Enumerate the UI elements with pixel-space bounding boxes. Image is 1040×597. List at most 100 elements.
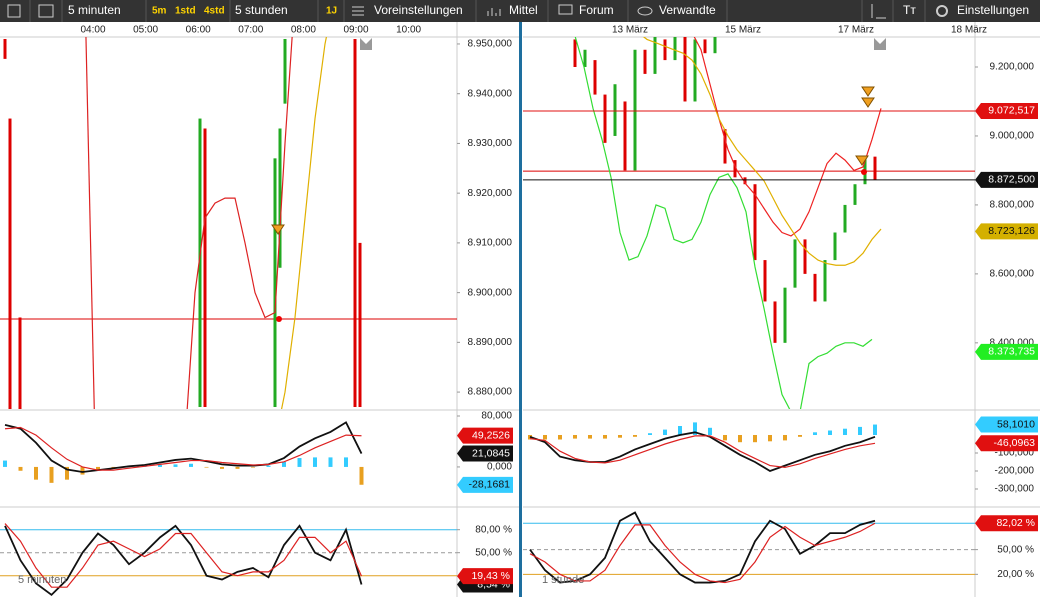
indicator-line (4, 421, 363, 473)
candle (763, 260, 767, 302)
y-tick-label: 8.600,000 (990, 269, 1035, 280)
preset[interactable]: 4std (204, 6, 225, 17)
y-tick-label: 8.930,000 (468, 138, 513, 149)
menu-item[interactable]: Mittel (509, 3, 538, 17)
indicator-line (280, 37, 328, 409)
indicator-icon (487, 8, 501, 16)
candle (633, 49, 637, 171)
menu-icon[interactable] (7, 4, 21, 18)
candle (273, 158, 277, 408)
price-tag-label: 58,1010 (997, 418, 1035, 430)
indicator-line (642, 37, 882, 266)
y-tick-label: 9.200,000 (990, 62, 1035, 73)
price-tag-label: 9.072,517 (988, 105, 1035, 117)
forum-icon (558, 4, 573, 15)
preset[interactable]: 1std (175, 6, 196, 17)
histogram-bar (65, 466, 69, 480)
histogram-bar (328, 457, 333, 467)
histogram-bar (235, 466, 240, 469)
histogram-bar (693, 422, 697, 436)
signal-arrow (861, 97, 875, 108)
price-tag-label: 19,43 % (471, 570, 510, 582)
layout-icon[interactable] (38, 4, 54, 18)
candle (673, 37, 677, 61)
candle (18, 317, 22, 409)
histogram-bar (49, 466, 54, 483)
candle (603, 94, 607, 143)
right-macd-plot (528, 422, 877, 472)
signal-arrow (855, 155, 869, 166)
candle (733, 160, 737, 178)
price-tag (457, 568, 513, 585)
candle (743, 177, 747, 185)
y-tick-label: -200,000 (995, 466, 1035, 477)
candle (663, 39, 667, 61)
histogram-bar (588, 435, 592, 439)
histogram-bar (344, 457, 348, 467)
settings-button[interactable]: Einstellungen (957, 3, 1029, 17)
price-tag (975, 515, 1038, 532)
panel-divider (519, 22, 522, 597)
y-tick-label: -100,000 (995, 448, 1035, 459)
candle (823, 260, 827, 302)
y-tick-label: 0,000 (487, 462, 512, 473)
y-tick-label: 80,000 (481, 411, 512, 422)
period-select[interactable]: 5 stunden (235, 3, 288, 17)
price-tag (457, 445, 513, 462)
price-tag-label: -46,0963 (994, 437, 1036, 449)
menu-item[interactable]: Voreinstellungen (374, 3, 463, 17)
histogram-bar (282, 461, 286, 467)
date-label: 15 März (725, 25, 761, 36)
candle (813, 273, 817, 302)
histogram-bar (873, 424, 877, 436)
right-price-plot (523, 37, 975, 409)
candle (353, 38, 357, 408)
histogram-bar (189, 463, 193, 467)
candle (713, 37, 717, 54)
date-label: 13 März (612, 25, 648, 36)
signal-arrow (271, 224, 285, 235)
candle (773, 301, 777, 343)
time-label: 07:00 (238, 25, 263, 36)
menu-item[interactable]: Verwandte (659, 3, 716, 17)
signal-arrow (861, 86, 875, 97)
histogram-bar (3, 460, 7, 467)
indicator-line (85, 37, 95, 409)
candle (3, 38, 7, 59)
price-tag-label: 8.872,500 (988, 174, 1035, 186)
menu-item[interactable]: Forum (579, 3, 614, 17)
histogram-bar (723, 435, 727, 441)
histogram-bar (204, 466, 209, 468)
period-select[interactable]: 5 minuten (68, 3, 121, 17)
settings-icon (936, 5, 948, 17)
indicator-line (693, 37, 882, 237)
time-label: 10:00 (396, 25, 421, 36)
histogram-bar (738, 435, 742, 443)
histogram-bar (843, 428, 847, 436)
y-tick-label: 8.890,000 (468, 337, 513, 348)
left-macd-plot (3, 421, 364, 485)
histogram-bar (266, 465, 271, 467)
draw-icon[interactable] (871, 4, 886, 19)
font-button[interactable]: Tт (903, 3, 916, 17)
histogram-bar (543, 435, 547, 440)
histogram-bar (663, 429, 667, 436)
histogram-bar (158, 465, 162, 467)
left-price-plot (0, 37, 457, 409)
histogram-bar (813, 432, 817, 436)
panel-label: 5 minuten (18, 574, 66, 586)
candle (683, 37, 687, 102)
price-tag-label: 8.373,735 (988, 346, 1035, 358)
price-tag (975, 416, 1038, 433)
indicator-line (4, 524, 363, 597)
histogram-bar (858, 426, 862, 436)
price-tag (975, 223, 1038, 240)
preset[interactable]: 5m (152, 6, 167, 17)
time-label: 04:00 (80, 25, 105, 36)
price-tag (975, 343, 1038, 360)
candle (358, 242, 362, 408)
candle (723, 129, 727, 164)
preset[interactable]: 1J (326, 6, 337, 17)
period-marker (360, 38, 372, 50)
